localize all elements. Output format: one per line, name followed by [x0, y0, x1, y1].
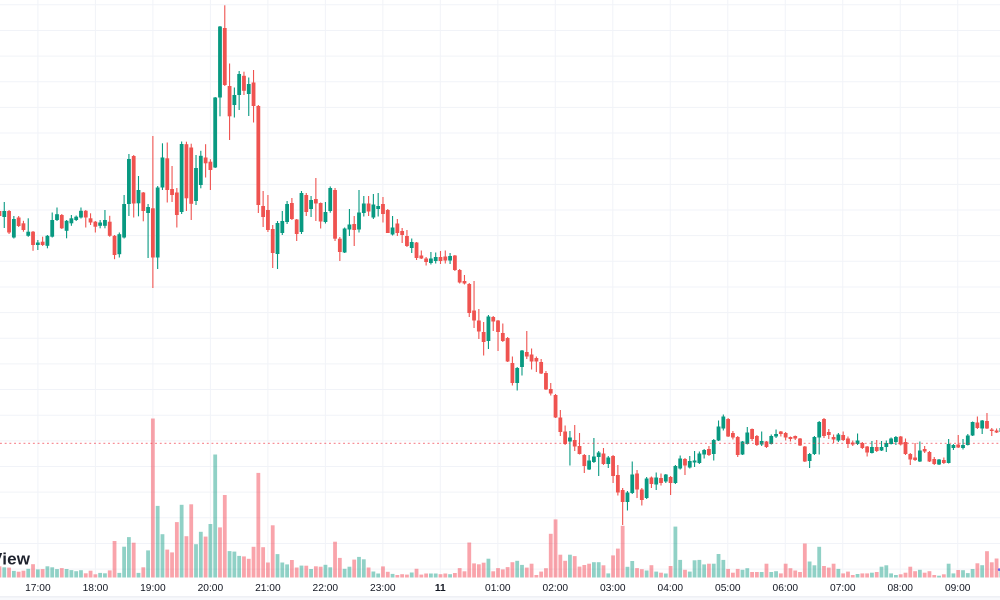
svg-text:21:00: 21:00 — [255, 583, 281, 594]
svg-text:05:00: 05:00 — [715, 583, 741, 594]
svg-text:23:00: 23:00 — [370, 583, 396, 594]
svg-text:View: View — [0, 550, 31, 569]
svg-text:04:00: 04:00 — [658, 583, 684, 594]
svg-text:22:00: 22:00 — [313, 583, 339, 594]
svg-text:19:00: 19:00 — [140, 583, 166, 594]
svg-text:18:00: 18:00 — [83, 583, 109, 594]
svg-text:08:00: 08:00 — [887, 583, 913, 594]
svg-text:17:00: 17:00 — [25, 583, 51, 594]
svg-text:03:00: 03:00 — [600, 583, 626, 594]
svg-text:07:00: 07:00 — [830, 583, 856, 594]
svg-text:01:00: 01:00 — [485, 583, 511, 594]
svg-text:02:00: 02:00 — [543, 583, 569, 594]
svg-text:06:00: 06:00 — [773, 583, 799, 594]
svg-text:09:00: 09:00 — [945, 583, 971, 594]
svg-text:20:00: 20:00 — [198, 583, 224, 594]
svg-text:11: 11 — [435, 583, 446, 594]
